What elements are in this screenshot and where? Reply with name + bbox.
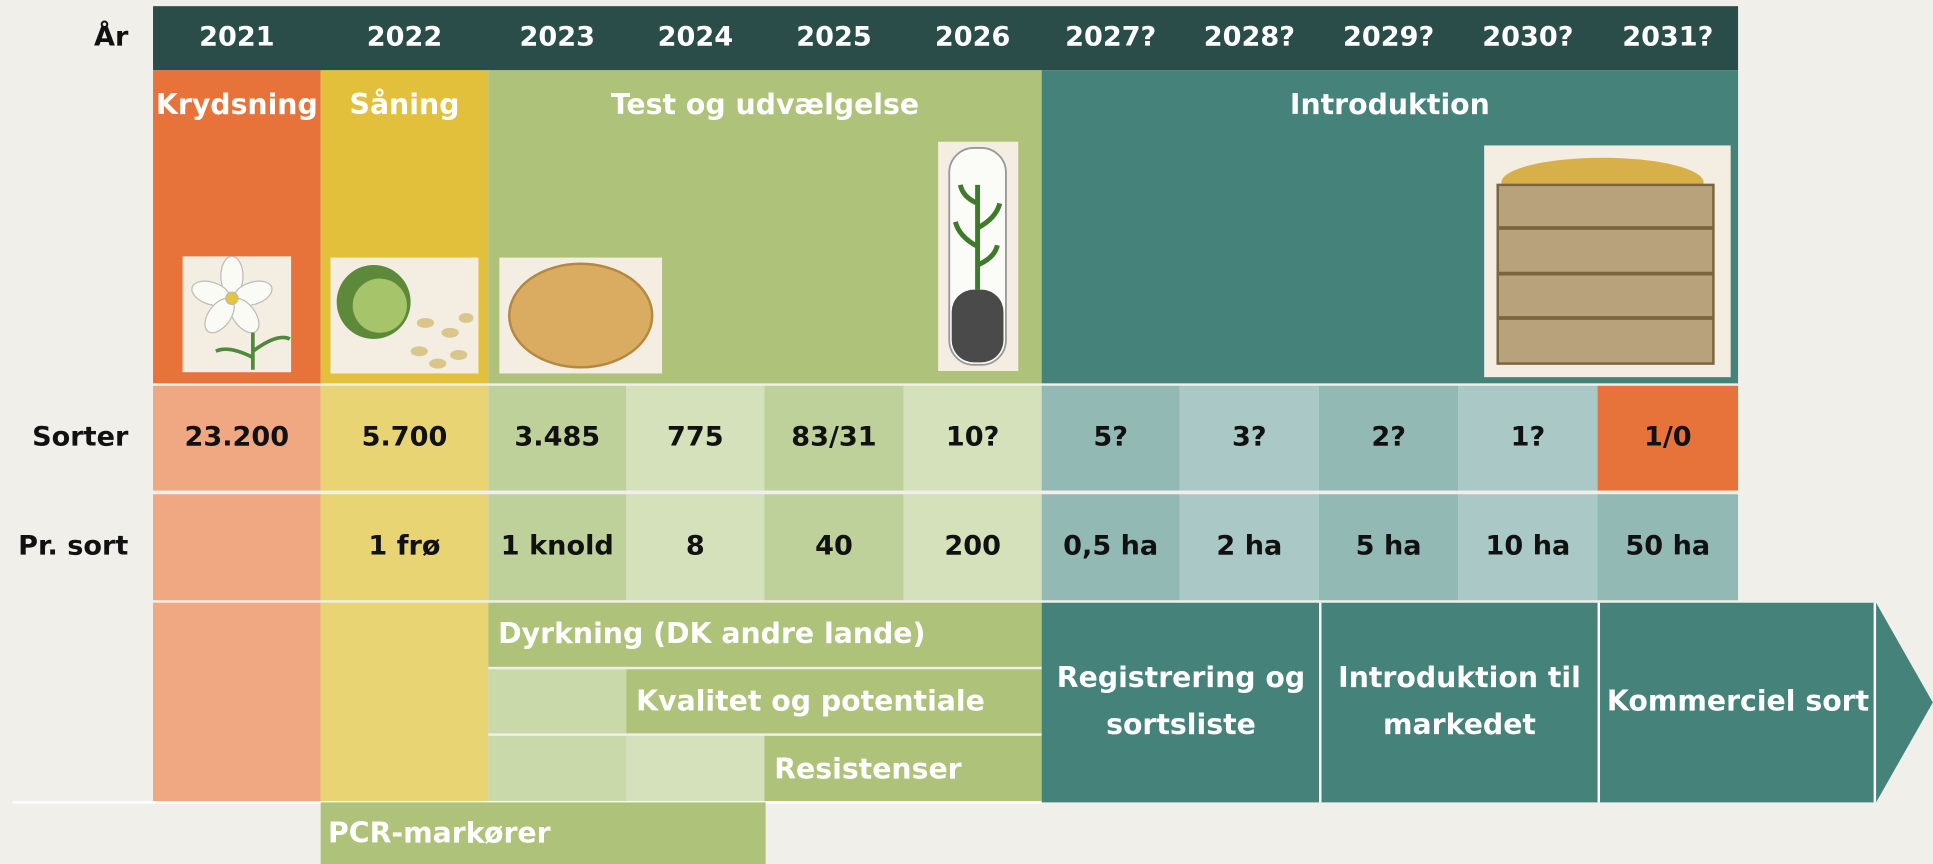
cell-value: 23.200: [185, 422, 290, 453]
cell-value: 2?: [1371, 422, 1406, 453]
cell-value: 1/0: [1644, 422, 1692, 453]
cell-value: 40: [815, 531, 853, 562]
year: 2029?: [1343, 22, 1434, 53]
activity-label: markedet: [1383, 708, 1536, 741]
header-label: År: [94, 21, 129, 53]
cell-value: 775: [667, 422, 724, 453]
activity-label: Registrering og: [1057, 661, 1305, 694]
tomato-flesh: [353, 279, 407, 333]
cell-value: 5.700: [362, 422, 448, 453]
crate: [1498, 158, 1714, 364]
activity-label: Introduktion til: [1338, 661, 1581, 694]
activity-bg: [488, 669, 626, 733]
activity-label: Resistenser: [774, 752, 961, 785]
year: 2025: [796, 22, 871, 53]
year: 2022: [367, 22, 442, 53]
cell-value: 1?: [1511, 422, 1546, 453]
cell-value: 3.485: [514, 422, 600, 453]
row-label: Sorter: [32, 422, 129, 453]
year: 2027?: [1065, 22, 1156, 53]
phase-title: Krydsning: [156, 88, 318, 121]
value-cell: [153, 494, 321, 600]
year: 2028?: [1204, 22, 1295, 53]
cell-value: 1 frø: [368, 531, 440, 562]
year: 2023: [520, 22, 595, 53]
activity-bg: [153, 603, 321, 803]
year: 2026: [935, 22, 1010, 53]
phase-title: Introduktion: [1290, 88, 1490, 121]
timeline-diagram: År 2021 2022 2023 2024 2025 2026 2027? 2028? 2029…: [0, 0, 1933, 864]
phase-title: Såning: [350, 88, 460, 121]
cell-value: 2 ha: [1216, 531, 1282, 562]
cell-value: 3?: [1232, 422, 1267, 453]
cell-value: 8: [686, 531, 705, 562]
cell-value: 10 ha: [1486, 531, 1571, 562]
activity-label: Dyrkning (DK andre lande): [498, 617, 925, 650]
activity-bg: [321, 603, 489, 803]
year: 2031?: [1622, 22, 1713, 53]
activity-label: Kvalitet og potentiale: [636, 685, 985, 718]
cell-value: 83/31: [791, 422, 876, 453]
cell-value: 1 knold: [501, 531, 614, 562]
activity-bg: [626, 736, 764, 803]
year: 2021: [199, 22, 274, 53]
cell-value: 5 ha: [1356, 531, 1422, 562]
potato: [509, 264, 652, 368]
activity-label: PCR-markører: [328, 816, 551, 849]
cell-value: 0,5 ha: [1063, 531, 1158, 562]
soil: [952, 290, 1004, 363]
activity-label: sortsliste: [1106, 708, 1256, 741]
activity-label: Kommerciel sort: [1607, 685, 1869, 718]
activity-bg: [488, 736, 626, 803]
cell-value: 200: [944, 531, 1001, 562]
cell-value: 50 ha: [1625, 531, 1710, 562]
year: 2024: [658, 22, 733, 53]
row-label: Pr. sort: [18, 531, 128, 562]
cell-value: 5?: [1093, 422, 1128, 453]
phase-title: Test og udvælgelse: [611, 88, 919, 121]
cell-value: 10?: [946, 422, 999, 453]
year: 2030?: [1482, 22, 1573, 53]
